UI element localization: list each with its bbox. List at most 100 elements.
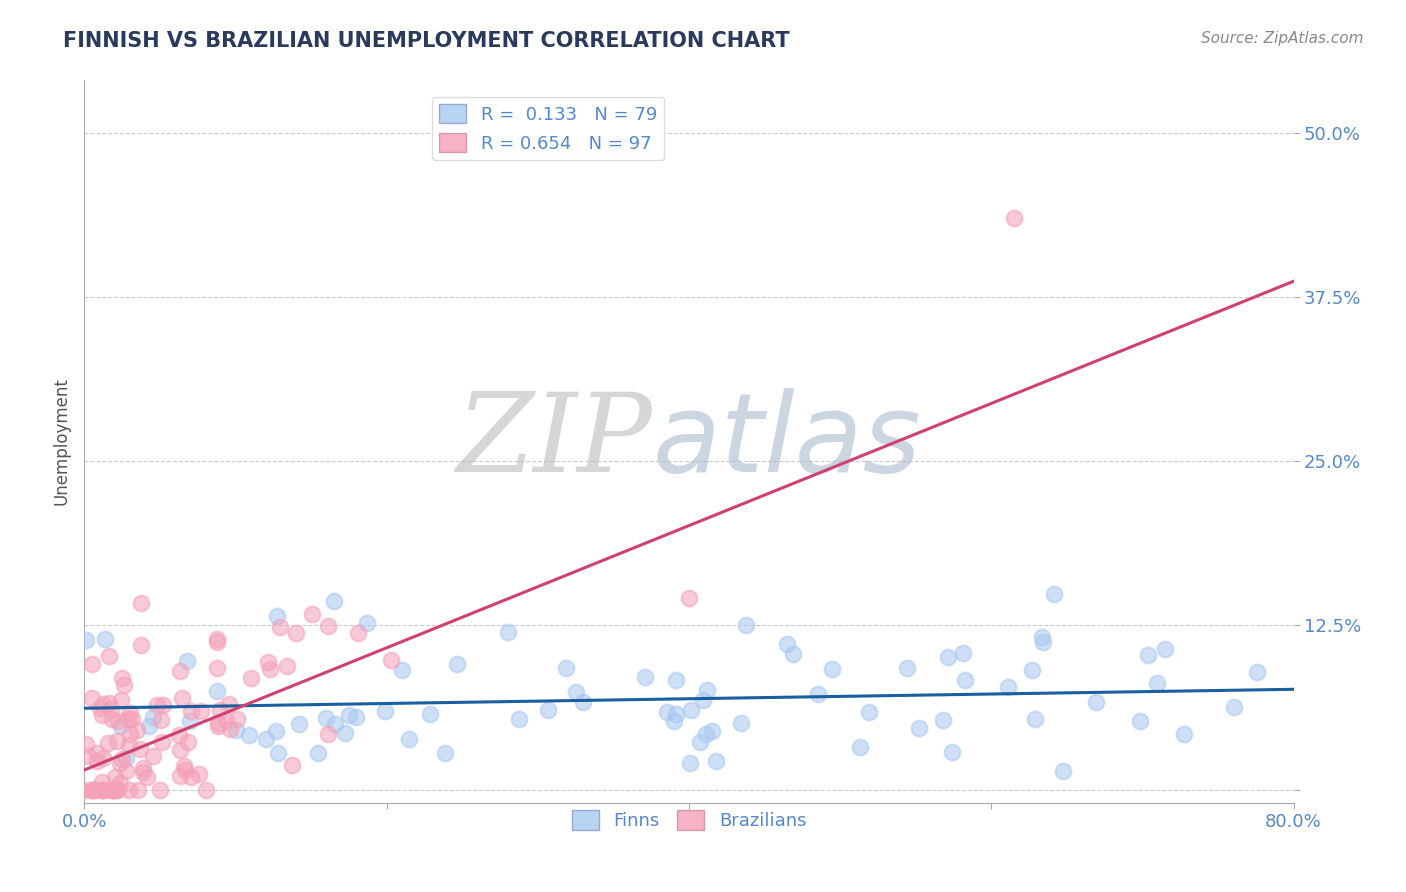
Point: [145, 698, 167, 712]
Point: [172, 690, 194, 705]
Point: [1031, 630, 1053, 644]
Point: [333, 726, 356, 740]
Text: ZIP: ZIP: [457, 388, 652, 495]
Point: [398, 731, 420, 746]
Point: [655, 705, 678, 719]
Point: [218, 722, 240, 736]
Point: [105, 734, 128, 748]
Point: [94, 632, 117, 646]
Point: [180, 770, 202, 784]
Point: [537, 703, 560, 717]
Point: [226, 711, 249, 725]
Point: [665, 673, 688, 688]
Point: [90, 782, 112, 797]
Point: [419, 706, 441, 721]
Point: [1021, 663, 1043, 677]
Point: [315, 711, 337, 725]
Point: [86, 754, 108, 768]
Point: [254, 731, 277, 746]
Point: [167, 728, 190, 742]
Point: [695, 727, 717, 741]
Point: [380, 653, 402, 667]
Point: [1246, 665, 1268, 680]
Point: [284, 626, 307, 640]
Point: [103, 782, 125, 797]
Point: [1129, 714, 1152, 728]
Point: [848, 740, 870, 755]
Point: [1052, 764, 1074, 778]
Point: [91, 751, 114, 765]
Point: [1043, 587, 1066, 601]
Point: [152, 698, 174, 713]
Point: [280, 757, 302, 772]
Point: [77, 748, 100, 763]
Point: [90, 707, 112, 722]
Point: [112, 678, 135, 692]
Point: [276, 658, 298, 673]
Point: [194, 782, 217, 797]
Point: [111, 752, 134, 766]
Point: [207, 716, 229, 731]
Point: [496, 625, 519, 640]
Point: [169, 664, 191, 678]
Point: [665, 706, 688, 721]
Point: [356, 616, 378, 631]
Point: [207, 634, 229, 648]
Point: [98, 697, 121, 711]
Point: [1024, 712, 1046, 726]
Point: [91, 782, 114, 797]
Point: [259, 662, 281, 676]
Text: Source: ZipAtlas.com: Source: ZipAtlas.com: [1201, 31, 1364, 46]
Point: [75, 737, 97, 751]
Point: [565, 685, 588, 699]
Point: [107, 714, 129, 728]
Point: [121, 712, 143, 726]
Point: [952, 646, 974, 660]
Point: [256, 655, 278, 669]
Point: [80, 782, 103, 797]
Point: [117, 712, 139, 726]
Point: [90, 775, 112, 789]
Point: [108, 776, 131, 790]
Point: [941, 745, 963, 759]
Point: [129, 638, 152, 652]
Point: [301, 607, 323, 622]
Point: [215, 713, 238, 727]
Point: [337, 707, 360, 722]
Point: [218, 697, 240, 711]
Y-axis label: Unemployment: Unemployment: [52, 377, 70, 506]
Point: [782, 648, 804, 662]
Point: [225, 723, 247, 737]
Legend: Finns, Brazilians: Finns, Brazilians: [564, 803, 814, 837]
Point: [190, 704, 212, 718]
Point: [91, 697, 114, 711]
Point: [307, 746, 329, 760]
Point: [117, 739, 139, 753]
Point: [89, 700, 111, 714]
Point: [434, 747, 457, 761]
Point: [173, 759, 195, 773]
Text: FINNISH VS BRAZILIAN UNEMPLOYMENT CORRELATION CHART: FINNISH VS BRAZILIAN UNEMPLOYMENT CORREL…: [63, 31, 790, 51]
Point: [205, 661, 228, 675]
Point: [1032, 635, 1054, 649]
Point: [132, 761, 155, 775]
Point: [554, 661, 576, 675]
Point: [776, 636, 799, 650]
Point: [118, 782, 141, 797]
Text: atlas: atlas: [652, 388, 921, 495]
Point: [696, 682, 718, 697]
Point: [73, 782, 96, 797]
Point: [169, 743, 191, 757]
Point: [118, 706, 141, 720]
Point: [110, 693, 132, 707]
Point: [1085, 695, 1108, 709]
Point: [138, 719, 160, 733]
Point: [82, 782, 104, 797]
Point: [127, 782, 149, 797]
Point: [821, 662, 844, 676]
Point: [177, 735, 200, 749]
Point: [80, 657, 103, 671]
Point: [101, 712, 124, 726]
Point: [323, 717, 346, 731]
Point: [107, 782, 129, 797]
